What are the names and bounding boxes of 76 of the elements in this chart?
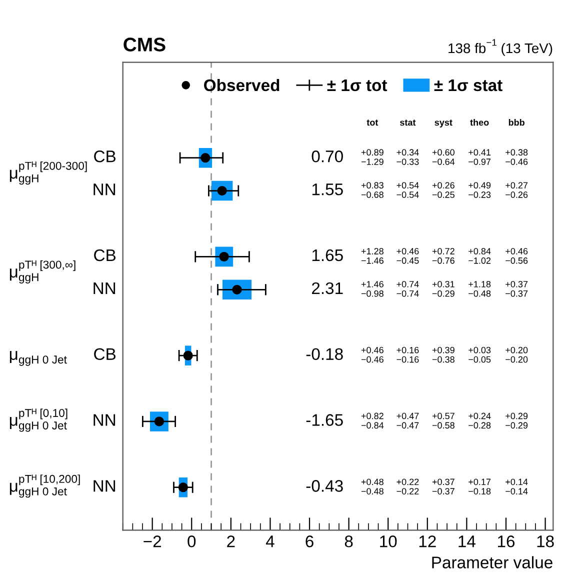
text: ± 1σ tot: [327, 80, 388, 92]
annotation: 1.55: [312, 184, 343, 196]
annotation: +0.22 −0.22: [396, 478, 419, 494]
annotation: +0.03 −0.05: [468, 346, 491, 363]
annotation: +0.54 −0.54: [396, 182, 419, 198]
x-tick-label: 14: [458, 536, 476, 548]
x-tick-label: 8: [344, 536, 353, 548]
annotation: +0.39 −0.38: [432, 346, 454, 363]
annotation: +0.29 −0.29: [506, 412, 528, 429]
annotation: +0.38 −0.46: [506, 149, 528, 165]
annotation: -0.18: [306, 348, 343, 360]
y-tick-label: NN: [94, 414, 116, 426]
x-tick-label: 4: [266, 536, 274, 548]
text: μpTᴴ [10,200]ggH 0 Jet: [10, 474, 80, 498]
annotation: +0.34 −0.33: [396, 149, 419, 165]
annotation: 0.70: [312, 150, 343, 162]
annotation: +0.24 −0.28: [468, 412, 491, 429]
annotation: +0.57 −0.58: [432, 412, 454, 429]
annotation: +0.37 −0.37: [506, 280, 528, 297]
x-axis-title: Parameter value: [432, 556, 552, 568]
x-tick-label: −2: [144, 536, 161, 548]
x-tick-label: 18: [537, 536, 554, 548]
point: [178, 482, 188, 492]
text: stat: [400, 120, 416, 126]
annotation: -1.65: [306, 414, 343, 426]
annotation: +0.37 −0.37: [432, 478, 454, 494]
annotation: +0.31 −0.29: [432, 280, 454, 297]
annotation: +0.46 −0.45: [396, 248, 419, 264]
text: μpTᴴ [0,10]ggH 0 Jet: [10, 408, 68, 432]
annotation: +0.74 −0.74: [396, 280, 419, 297]
text: μpTᴴ [200-300]ggH: [10, 162, 87, 185]
annotation: -0.43: [306, 480, 343, 492]
text: μpTᴴ [300,∞]ggH: [10, 260, 76, 284]
annotation: +0.17 −0.18: [468, 478, 491, 494]
chart-title: CMS: [124, 38, 166, 52]
legend-label: ± 1σ stat: [434, 80, 502, 92]
point: [183, 350, 193, 360]
x-tick-label: 0: [188, 536, 196, 548]
annotation: +0.20 −0.20: [506, 346, 528, 363]
text: bbb: [508, 119, 524, 126]
annotation: 2.31: [312, 282, 343, 294]
annotation: +0.47 −0.47: [396, 412, 419, 429]
annotation: 1.65: [312, 249, 343, 262]
annotation: +0.14 −0.14: [506, 478, 528, 494]
text: tot: [366, 120, 378, 126]
annotation: +0.46 −0.46: [361, 346, 384, 363]
annotation: +0.49 −0.23: [468, 182, 491, 198]
annotation: +0.41 −0.97: [468, 149, 491, 165]
y-tick-label: NN: [94, 184, 116, 196]
y-tick-label: CB: [94, 150, 116, 162]
text: syst: [434, 120, 452, 128]
y-tick-label: CB: [94, 249, 116, 262]
annotation: +1.46 −0.98: [361, 280, 384, 297]
legend-label: Observed: [204, 78, 280, 92]
annotation: +0.46 −0.56: [506, 248, 528, 264]
annotation: +0.60 −0.64: [432, 149, 455, 165]
annotation: +0.83 −0.68: [361, 182, 384, 198]
annotation: +0.48 −0.48: [361, 478, 384, 494]
x-tick-label: 12: [419, 536, 436, 548]
annotation: +0.84 −1.02: [468, 248, 491, 264]
annotation: +0.27 −0.26: [506, 182, 528, 198]
annotation: +0.16 −0.16: [396, 346, 419, 363]
text: theo: [470, 119, 489, 126]
annotation: +0.82 −0.84: [361, 412, 384, 429]
annotation: +1.18 −0.48: [468, 280, 491, 297]
x-tick-label: 16: [498, 536, 515, 548]
y-tick-label: NN: [94, 480, 116, 492]
annotation: +1.28 −1.46: [361, 248, 384, 264]
x-tick-label: 6: [306, 536, 314, 548]
annotation: +0.89 −1.29: [361, 149, 384, 165]
annotation: +0.72 −0.76: [432, 248, 454, 264]
x-tick-label: 2: [227, 536, 235, 548]
annotation: +0.26 −0.25: [432, 182, 454, 198]
x-tick-label: 10: [380, 536, 397, 548]
y-tick-label: NN: [94, 282, 116, 294]
y-tick-label: CB: [94, 348, 116, 360]
